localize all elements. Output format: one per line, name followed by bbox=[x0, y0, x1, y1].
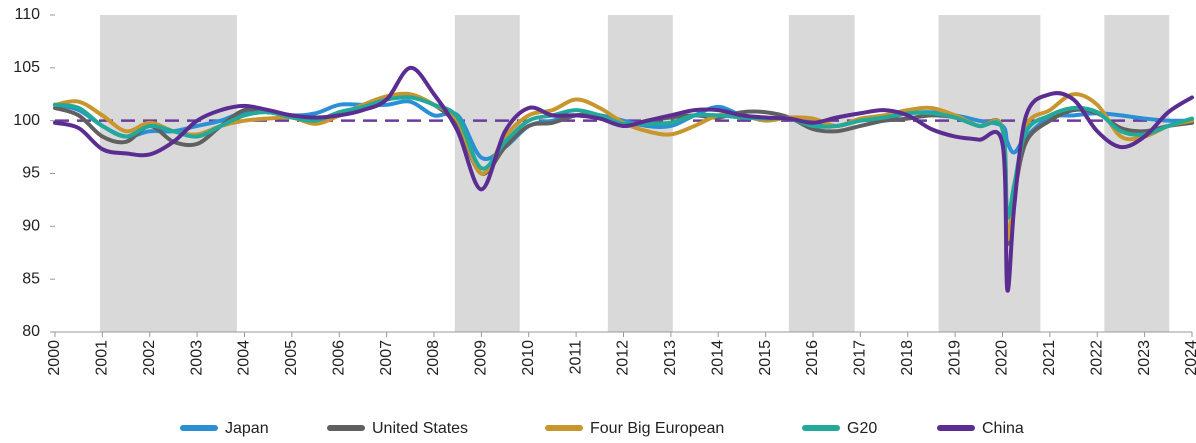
y-tick-label: 90 bbox=[22, 218, 40, 235]
legend-label: United States bbox=[372, 420, 468, 437]
x-tick-label: 2010 bbox=[520, 340, 537, 376]
legend-label: China bbox=[982, 420, 1024, 437]
y-tick-label: 85 bbox=[22, 270, 40, 287]
series-line bbox=[53, 65, 1194, 293]
x-tick-label: 2012 bbox=[615, 340, 632, 376]
y-tick-label: 100 bbox=[13, 112, 40, 129]
x-tick-label: 2005 bbox=[283, 340, 300, 376]
y-tick-label: 80 bbox=[22, 323, 40, 340]
series-line bbox=[53, 99, 1194, 161]
x-tick-label: 2019 bbox=[946, 340, 963, 376]
x-tick-label: 2014 bbox=[709, 340, 726, 376]
x-tick-label: 2000 bbox=[46, 340, 63, 376]
x-tick-label: 2013 bbox=[662, 340, 679, 376]
x-tick-label: 2023 bbox=[1136, 340, 1153, 376]
x-tick-label: 2006 bbox=[330, 340, 347, 376]
legend-label: Four Big European bbox=[590, 420, 724, 437]
x-tick-label: 2020 bbox=[994, 340, 1011, 376]
legend-item: G20 bbox=[802, 420, 877, 437]
x-tick-label: 2018 bbox=[899, 340, 916, 376]
x-tick-label: 2015 bbox=[757, 340, 774, 376]
shaded-period bbox=[607, 15, 673, 332]
y-tick-label: 110 bbox=[14, 6, 40, 23]
legend-label: Japan bbox=[225, 420, 269, 437]
x-tick-label: 2009 bbox=[473, 340, 490, 376]
x-tick-label: 2002 bbox=[141, 340, 158, 376]
shaded-period bbox=[938, 15, 1041, 332]
x-tick-label: 2011 bbox=[567, 340, 584, 375]
x-tick-label: 2022 bbox=[1088, 340, 1105, 376]
x-tick-label: 2017 bbox=[852, 340, 869, 376]
legend-item: China bbox=[937, 420, 1024, 437]
x-tick-label: 2007 bbox=[378, 340, 395, 376]
y-tick-label: 105 bbox=[13, 59, 40, 76]
x-tick-label: 2003 bbox=[188, 340, 205, 376]
legend-item: United States bbox=[327, 420, 468, 437]
x-tick-label: 2008 bbox=[425, 340, 442, 376]
x-tick-label: 2016 bbox=[804, 340, 821, 376]
legend-label: G20 bbox=[847, 420, 877, 437]
series-line bbox=[53, 95, 1194, 220]
x-tick-label: 2004 bbox=[236, 340, 253, 376]
shaded-period bbox=[788, 15, 855, 332]
x-tick-label: 2021 bbox=[1041, 340, 1058, 376]
shaded-period bbox=[1104, 15, 1170, 332]
legend-item: Four Big European bbox=[545, 420, 724, 437]
x-tick-label: 2024 bbox=[1183, 340, 1196, 376]
legend-item: Japan bbox=[180, 420, 269, 437]
x-tick-label: 2001 bbox=[94, 340, 111, 376]
y-tick-label: 95 bbox=[22, 165, 40, 182]
shaded-period bbox=[100, 15, 237, 332]
